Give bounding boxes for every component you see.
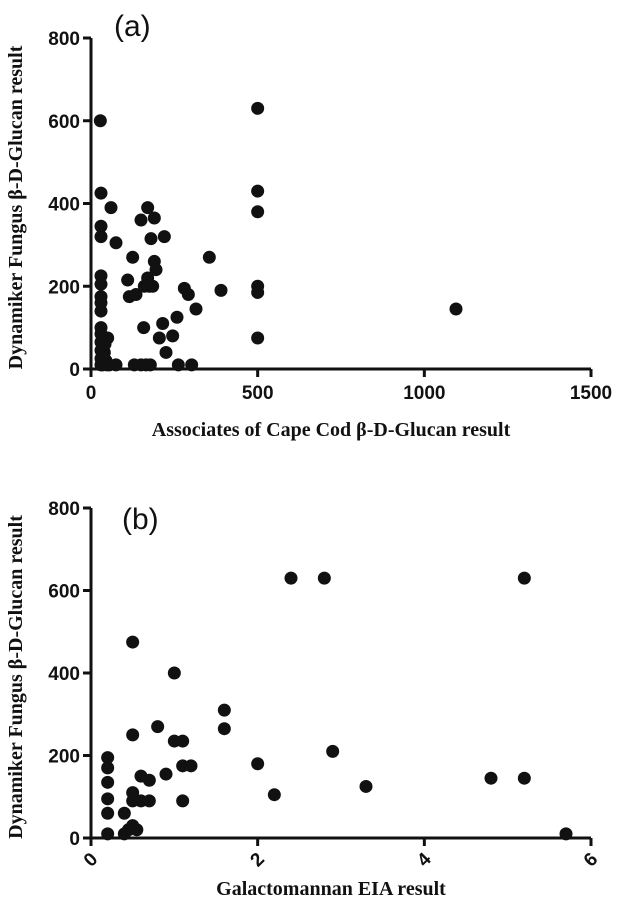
data-point bbox=[94, 277, 108, 291]
data-point bbox=[101, 806, 115, 820]
data-point bbox=[104, 201, 118, 215]
data-point bbox=[517, 771, 531, 785]
data-point bbox=[326, 744, 340, 758]
data-point bbox=[126, 250, 140, 264]
data-point bbox=[167, 666, 181, 680]
data-point bbox=[151, 720, 165, 734]
x-tick-label: 1000 bbox=[403, 383, 445, 404]
data-point bbox=[149, 263, 163, 277]
data-point bbox=[170, 310, 184, 324]
data-point bbox=[109, 236, 123, 250]
y-tick-label: 400 bbox=[48, 195, 80, 216]
x-tick-label: 2 bbox=[247, 849, 269, 871]
data-point bbox=[171, 358, 185, 372]
y-tick-label: 200 bbox=[48, 277, 80, 298]
data-point bbox=[117, 806, 131, 820]
data-point bbox=[109, 358, 123, 372]
data-point bbox=[284, 571, 298, 585]
data-point bbox=[559, 827, 573, 841]
data-point bbox=[143, 358, 157, 372]
data-point bbox=[121, 273, 135, 287]
data-point bbox=[94, 186, 108, 200]
x-tick-label: 0 bbox=[80, 849, 102, 871]
x-tick-label: 0 bbox=[86, 383, 97, 404]
data-point bbox=[176, 734, 190, 748]
x-tick-label: 6 bbox=[580, 849, 602, 871]
y-axis-title: Dynamiker Fungus β-D-Glucan result bbox=[5, 45, 27, 369]
data-point bbox=[517, 571, 531, 585]
data-point bbox=[189, 302, 203, 316]
x-tick-label: 4 bbox=[413, 849, 436, 872]
data-point bbox=[159, 345, 173, 359]
y-tick-label: 0 bbox=[69, 360, 80, 381]
data-point bbox=[101, 331, 115, 345]
data-point bbox=[130, 823, 144, 837]
data-point bbox=[129, 288, 143, 302]
data-point bbox=[159, 767, 173, 781]
chart-a: 0 200 400 600 800 0 500 1000 1500 Associates of C… bbox=[5, 10, 612, 441]
panel-label: (a) bbox=[114, 10, 151, 43]
data-point bbox=[157, 230, 171, 244]
data-point bbox=[217, 722, 231, 736]
data-point bbox=[484, 771, 498, 785]
data-point bbox=[251, 101, 265, 115]
data-point bbox=[176, 794, 190, 808]
y-tick-label: 800 bbox=[48, 499, 80, 520]
y-axis-title: Dynamiker Fungus β-D-Glucan result bbox=[5, 515, 27, 839]
data-point bbox=[152, 331, 166, 345]
y-tick-label: 400 bbox=[48, 664, 80, 685]
data-point bbox=[251, 184, 265, 198]
data-point bbox=[214, 283, 228, 297]
data-point bbox=[141, 201, 155, 215]
data-point bbox=[142, 794, 156, 808]
data-point bbox=[251, 331, 265, 345]
data-point bbox=[94, 304, 108, 318]
data-point bbox=[147, 211, 161, 225]
data-point bbox=[251, 285, 265, 299]
data-point bbox=[184, 759, 198, 773]
chart-b: 0 200 400 600 800 0 2 4 6 Galactomannan EIA resul… bbox=[5, 499, 602, 900]
y-tick-label: 800 bbox=[48, 29, 80, 50]
data-point bbox=[144, 232, 158, 246]
data-point bbox=[359, 779, 373, 793]
data-point bbox=[449, 302, 463, 316]
data-point bbox=[317, 571, 331, 585]
data-point bbox=[94, 219, 108, 233]
x-tick-label: 500 bbox=[242, 383, 274, 404]
data-point bbox=[156, 316, 170, 330]
data-point bbox=[217, 703, 231, 717]
data-point bbox=[101, 775, 115, 789]
data-point bbox=[101, 761, 115, 775]
y-tick-label: 600 bbox=[48, 582, 80, 603]
data-point bbox=[126, 728, 140, 742]
data-point bbox=[134, 213, 148, 227]
y-tick-label: 600 bbox=[48, 112, 80, 133]
data-point bbox=[251, 757, 265, 771]
data-point bbox=[146, 279, 160, 293]
data-point bbox=[202, 250, 216, 264]
x-axis-title: Galactomannan EIA result bbox=[216, 878, 446, 900]
data-point bbox=[142, 773, 156, 787]
data-point bbox=[181, 288, 195, 302]
data-point bbox=[101, 827, 115, 841]
panel-label: (b) bbox=[122, 503, 159, 536]
data-point bbox=[137, 321, 151, 335]
data-point bbox=[126, 635, 140, 649]
data-point bbox=[251, 205, 265, 219]
x-tick-label: 1500 bbox=[570, 383, 612, 404]
data-point bbox=[93, 114, 107, 128]
y-tick-label: 200 bbox=[48, 747, 80, 768]
data-point bbox=[101, 792, 115, 806]
data-point bbox=[94, 230, 108, 244]
y-tick-label: 0 bbox=[69, 829, 80, 850]
data-point bbox=[267, 788, 281, 802]
data-point bbox=[166, 329, 180, 343]
data-point bbox=[101, 751, 115, 765]
x-axis-title: Associates of Cape Cod β-D-Glucan result bbox=[152, 419, 511, 441]
data-point bbox=[185, 358, 199, 372]
